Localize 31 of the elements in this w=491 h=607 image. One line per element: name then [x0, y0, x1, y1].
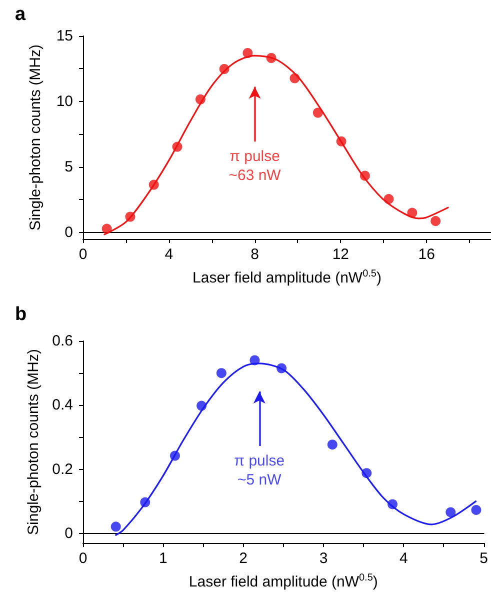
y-tick-label: 5	[64, 158, 73, 176]
y-axis-title: Single-photon counts (MHz)	[25, 349, 42, 535]
x-tick-label: 2	[239, 550, 248, 567]
chart-title: a	[15, 4, 26, 25]
x-tick-label: 8	[250, 246, 259, 263]
point	[327, 440, 338, 450]
point	[446, 507, 456, 518]
x-tick-label: 1	[158, 550, 168, 567]
point	[110, 522, 121, 532]
y-tick-label: 0	[64, 224, 73, 241]
y-axis-title: Single-photon counts (MHz)	[27, 44, 44, 230]
x-tick-label: 0	[78, 246, 88, 263]
x-tick-label: 4	[164, 246, 174, 263]
annotation: π pulse ~5 nW	[234, 452, 285, 488]
y-tick-label: 15	[56, 28, 73, 44]
y-tick-label: 0.6	[52, 332, 73, 350]
point	[471, 504, 482, 515]
point	[430, 216, 441, 226]
x-tick-label: 0	[78, 550, 88, 567]
annotation: π pulse ~63 nW	[228, 148, 282, 184]
x-tick-label: 16	[418, 246, 435, 263]
x-tick-label: 3	[319, 550, 328, 567]
x-tick-label: 4	[399, 550, 408, 567]
y-tick-label: 0.2	[52, 460, 73, 478]
chart-title: b	[15, 304, 27, 325]
y-tick-label: 0	[64, 524, 73, 542]
x-tick-label: 12	[332, 246, 350, 263]
x-tick-label: 5	[480, 550, 488, 567]
y-tick-label: 0.4	[52, 396, 73, 414]
y-tick-label: 10	[56, 92, 73, 110]
point	[216, 368, 226, 378]
